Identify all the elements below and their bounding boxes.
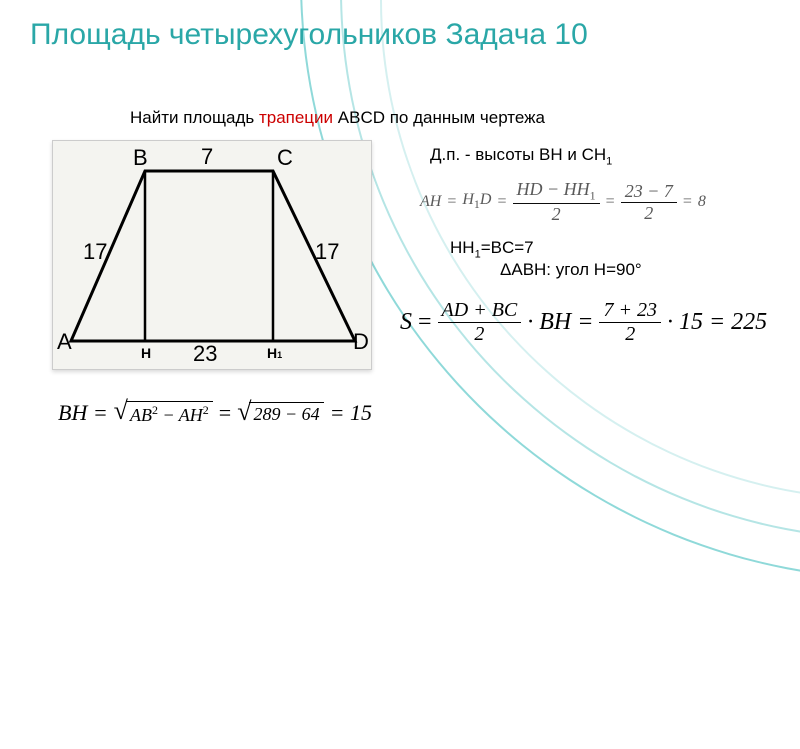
AH-frac1-den: 2	[548, 204, 565, 224]
S-frac2-num: 7 + 23	[599, 300, 661, 323]
AH-eq3: =	[683, 193, 692, 211]
S-post: · 15 = 225	[667, 309, 767, 336]
AH-frac2: 23 − 7 2	[621, 182, 677, 223]
BH-radicand1: AB2 − AH2	[126, 401, 213, 426]
AH-frac1-num: HD − HH1	[513, 180, 600, 204]
AH-frac1: HD − HH1 2	[513, 180, 600, 224]
side-BC-length: 7	[201, 144, 213, 170]
point-H1-label: H1	[267, 345, 282, 361]
formula-AH: AH = H1D = HD − HH1 2 = 23 − 7 2 = 8	[420, 180, 706, 224]
formula-BH: BH = √ AB2 − AH2 = √ 289 − 64 = 15	[58, 400, 372, 426]
side-CD-length: 17	[315, 239, 339, 265]
AH-eq1b: =	[497, 193, 506, 211]
S-mid: · BH =	[527, 309, 593, 336]
construction-text: Д.п. - высоты BH и CH	[430, 145, 606, 164]
trapezoid-diagram: B C A D 7 17 17 23 H H1	[52, 140, 372, 370]
BH-rad1-a: AB	[130, 405, 152, 425]
triangle-note: ΔABH: угол H=90°	[500, 260, 642, 280]
slide-title: Площадь четырехугольников Задача 10	[30, 16, 588, 54]
S-lhs: S	[400, 309, 412, 336]
HH1-relation: HH1=BC=7	[450, 238, 534, 260]
subtitle-red: трапеции	[259, 108, 333, 127]
BH-sqrt2: √ 289 − 64	[237, 402, 323, 425]
trapezoid-outline	[71, 171, 355, 341]
S-eq: =	[418, 309, 432, 336]
vertex-B-label: B	[133, 145, 148, 171]
S-frac2-den: 2	[621, 323, 639, 345]
H1D: H1D	[462, 191, 491, 212]
H1D-D: D	[480, 191, 492, 208]
vertex-C-label: C	[277, 145, 293, 171]
BH-eq: =	[219, 400, 231, 426]
S-frac1-num: AD + BC	[438, 300, 522, 323]
S-frac1: AD + BC 2	[438, 300, 522, 345]
side-AB-length: 17	[83, 239, 107, 265]
S-frac2: 7 + 23 2	[599, 300, 661, 345]
point-H1-sub: 1	[277, 350, 282, 360]
BH-sqrt1: √ AB2 − AH2	[114, 401, 213, 426]
vertex-D-label: D	[353, 329, 369, 355]
AH-eq: =	[447, 193, 456, 211]
point-H-label: H	[141, 345, 151, 361]
AH-lhs: AH	[420, 193, 441, 211]
H1D-H: H	[462, 191, 474, 208]
AH-frac1-num-a: HD − HH	[517, 179, 590, 199]
vertex-A-label: A	[57, 329, 72, 355]
AH-frac2-den: 2	[640, 203, 657, 223]
HH1-pre: HH	[450, 238, 475, 257]
BH-lhs: BH =	[58, 400, 108, 426]
point-H1-letter: H	[267, 345, 277, 361]
BH-post: = 15	[330, 400, 372, 426]
S-frac1-den: 2	[470, 323, 488, 345]
subtitle-pre: Найти площадь	[130, 108, 259, 127]
problem-statement: Найти площадь трапеции ABCD по данным че…	[130, 108, 545, 128]
AH-result: 8	[698, 193, 706, 211]
HH1-post: =BC=7	[481, 238, 534, 257]
side-AD-length: 23	[193, 341, 217, 367]
AH-frac1-num-sub: 1	[590, 189, 596, 203]
formula-S: S = AD + BC 2 · BH = 7 + 23 2 · 15 = 225	[400, 300, 767, 345]
subtitle-post: ABCD по данным чертежа	[333, 108, 545, 127]
AH-frac2-num: 23 − 7	[621, 182, 677, 203]
construction-sub: 1	[606, 155, 612, 167]
construction-note: Д.п. - высоты BH и CH1	[430, 145, 612, 167]
BH-rad1-sq2: 2	[203, 403, 209, 417]
BH-radicand2: 289 − 64	[249, 402, 323, 425]
BH-rad1-b: − AH	[158, 405, 203, 425]
AH-eq2: =	[606, 193, 615, 211]
